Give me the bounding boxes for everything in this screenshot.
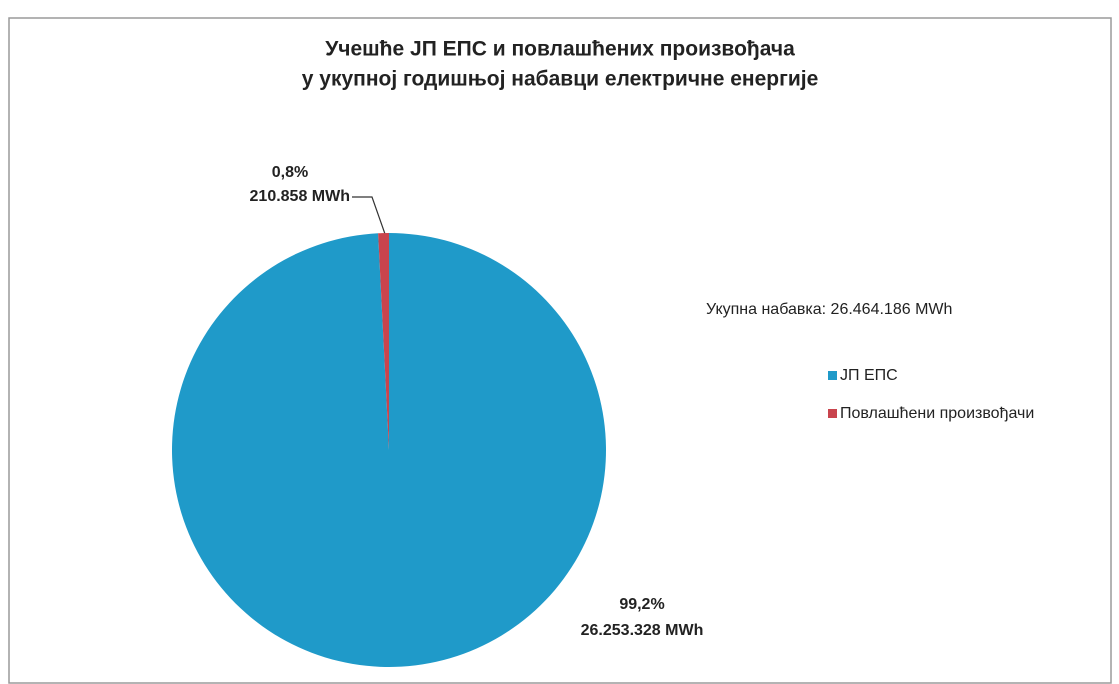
chart-title: Учешће ЈП ЕПС и повлашћених произвођача <box>325 38 795 61</box>
data-label: 0,8% <box>272 164 308 181</box>
legend-label: ЈП ЕПС <box>840 367 898 384</box>
data-label: 99,2% <box>619 596 664 613</box>
legend-swatch <box>828 371 837 380</box>
annotation: Укупна набавка: 26.464.186 MWh <box>706 301 952 318</box>
leader-line <box>352 196 386 235</box>
data-label: 26.253.328 MWh <box>581 622 704 639</box>
pie-slice <box>378 233 389 450</box>
legend-label: Повлашћени произвођачи <box>840 405 1034 422</box>
chart-title: у укупној годишњој набавци електричне ен… <box>302 68 819 91</box>
legend-swatch <box>828 409 837 418</box>
pie-slice <box>171 233 606 668</box>
data-label: 210.858 MWh <box>250 188 350 205</box>
